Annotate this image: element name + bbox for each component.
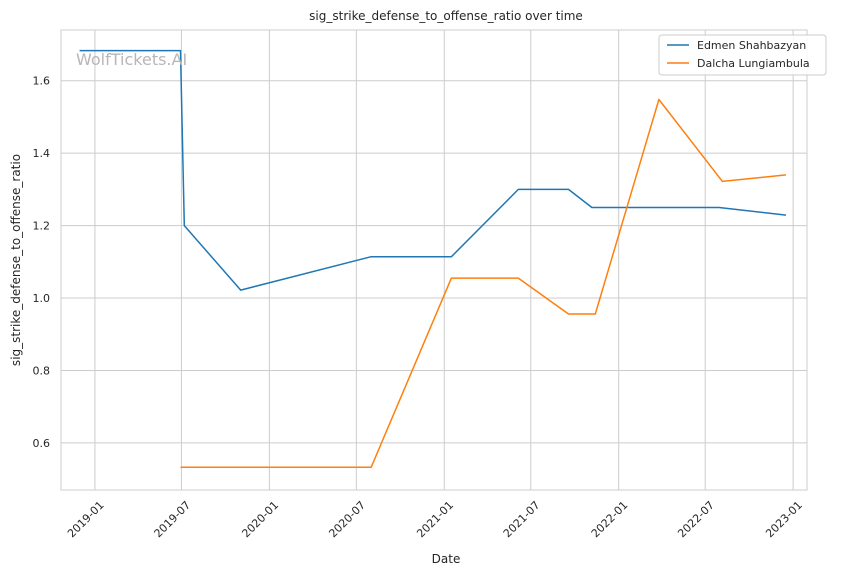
legend-box — [658, 34, 827, 76]
x-tick-label: 2019-01 — [65, 499, 107, 541]
watermark: WolfTickets.AI — [76, 50, 187, 69]
x-tick-label: 2021-07 — [501, 499, 543, 541]
y-axis-label: sig_strike_defense_to_offense_ratio — [9, 154, 23, 366]
x-tick-label: 2023-01 — [763, 499, 805, 541]
plot-area — [60, 29, 808, 491]
y-tick-label: 1.6 — [33, 75, 51, 88]
y-tick-label: 0.6 — [33, 437, 51, 450]
chart-title: sig_strike_defense_to_offense_ratio over… — [309, 9, 583, 23]
series-line-1 — [180, 98, 787, 468]
x-axis-label: Date — [432, 552, 461, 566]
x-tick-label: 2022-01 — [589, 499, 631, 541]
y-tick-label: 1.0 — [33, 292, 51, 305]
x-tick-label: 2019-07 — [152, 499, 194, 541]
y-tick-label: 1.4 — [33, 147, 51, 160]
x-tick-labels: 2019-01 2019-07 2020-01 2020-07 2021-01 2021-… — [65, 499, 805, 541]
y-tick-label: 1.2 — [33, 220, 51, 233]
legend: Edmen Shahbazyan Dalcha Lungiambula — [658, 34, 827, 76]
x-tick-label: 2020-07 — [326, 499, 368, 541]
y-tick-label: 0.8 — [33, 364, 51, 377]
x-tick-label: 2021-01 — [414, 499, 456, 541]
grid — [61, 30, 807, 490]
x-tick-label: 2020-01 — [239, 499, 281, 541]
x-tick-label: 2022-07 — [675, 499, 717, 541]
legend-label: Dalcha Lungiambula — [697, 57, 810, 70]
y-tick-labels: 0.6 0.8 1.0 1.2 1.4 1.6 — [33, 75, 51, 450]
series-lines — [79, 49, 787, 468]
legend-label: Edmen Shahbazyan — [697, 39, 806, 52]
series-line-0 — [79, 49, 787, 291]
